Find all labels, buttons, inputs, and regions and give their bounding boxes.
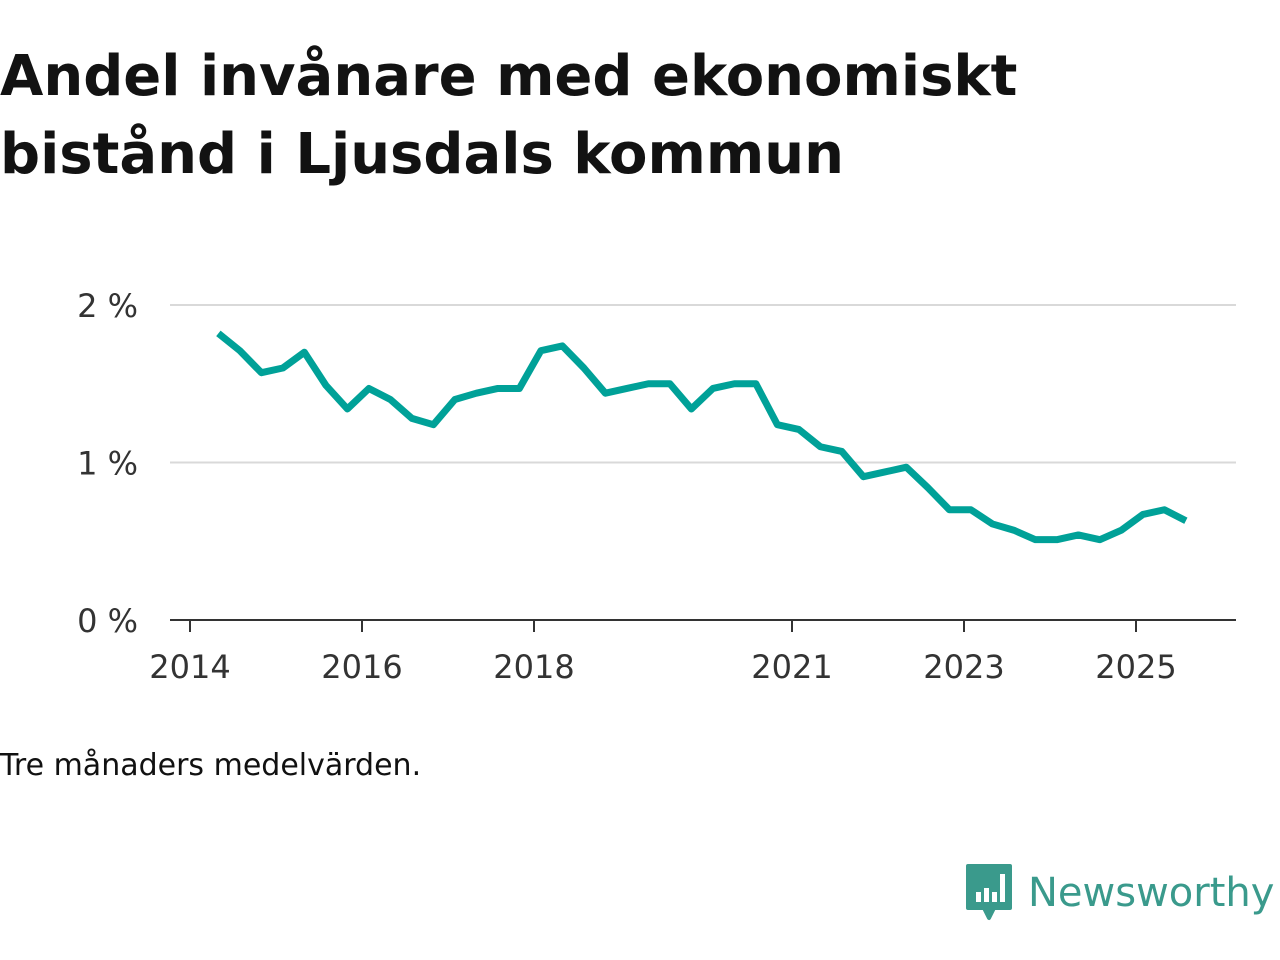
- series-line: [216, 330, 1188, 544]
- x-tick-label: 2016: [321, 648, 402, 686]
- line-chart: 0 % 1 % 2 % 2014 2016 2018 2021 2023 2025: [77, 287, 1236, 686]
- x-tick-label: 2021: [751, 648, 832, 686]
- newsworthy-logo: Newsworthy: [964, 862, 1274, 924]
- x-tick-label: 2025: [1095, 648, 1176, 686]
- y-tick-label: 0 %: [77, 602, 138, 640]
- chart-note: Tre månaders medelvärden.: [0, 748, 422, 783]
- y-tick-label: 1 %: [77, 445, 138, 483]
- x-tick-label: 2014: [149, 648, 230, 686]
- newsworthy-logo-icon: [966, 864, 1012, 920]
- y-tick-label: 2 %: [77, 287, 138, 325]
- x-tick-label: 2018: [493, 648, 574, 686]
- chart-title: Andel invånare med ekonomiskt bistånd i …: [0, 44, 1018, 187]
- x-tick-label: 2023: [923, 648, 1004, 686]
- brand-name: Newsworthy: [1028, 870, 1275, 916]
